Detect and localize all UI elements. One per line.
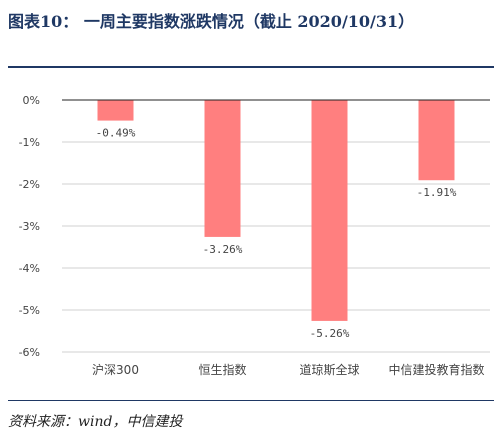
category-label: 道琼斯全球 <box>299 362 359 377</box>
y-tick-label: -6% <box>19 346 40 359</box>
chart-canvas: 0% -1% -2% -3% -4% -5% -6% -0.49% 沪深300 -3.26% 恒生指… <box>19 94 490 377</box>
category-label: 沪深300 <box>92 363 139 377</box>
bar <box>311 100 348 321</box>
data-label: -0.49% <box>96 127 136 140</box>
bar <box>204 100 241 237</box>
y-tick-label: -1% <box>19 136 40 149</box>
source-divider <box>8 400 494 401</box>
chart-title: 图表10： 一周主要指数涨跌情况（截止 2020/10/31） <box>8 12 415 31</box>
y-tick-label: -2% <box>19 178 40 191</box>
data-label: -1.91% <box>417 186 457 199</box>
data-label: -5.26% <box>310 327 350 340</box>
bar-chart: 0% -1% -2% -3% -4% -5% -6% -0.49% 沪深300 -3.26% 恒生指… <box>0 70 499 400</box>
source-note: 资料来源：wind，中信建投 <box>8 414 183 430</box>
title-divider <box>8 66 494 68</box>
y-tick-label: -4% <box>19 262 40 275</box>
data-label: -3.26% <box>203 243 243 256</box>
bar <box>418 100 455 181</box>
category-label: 恒生指数 <box>198 362 246 377</box>
y-tick-label: -3% <box>19 220 40 233</box>
y-tick-label: 0% <box>23 94 40 107</box>
y-tick-label: -5% <box>19 304 40 317</box>
category-label: 中信建投教育指数 <box>388 362 484 377</box>
bar <box>97 100 134 121</box>
